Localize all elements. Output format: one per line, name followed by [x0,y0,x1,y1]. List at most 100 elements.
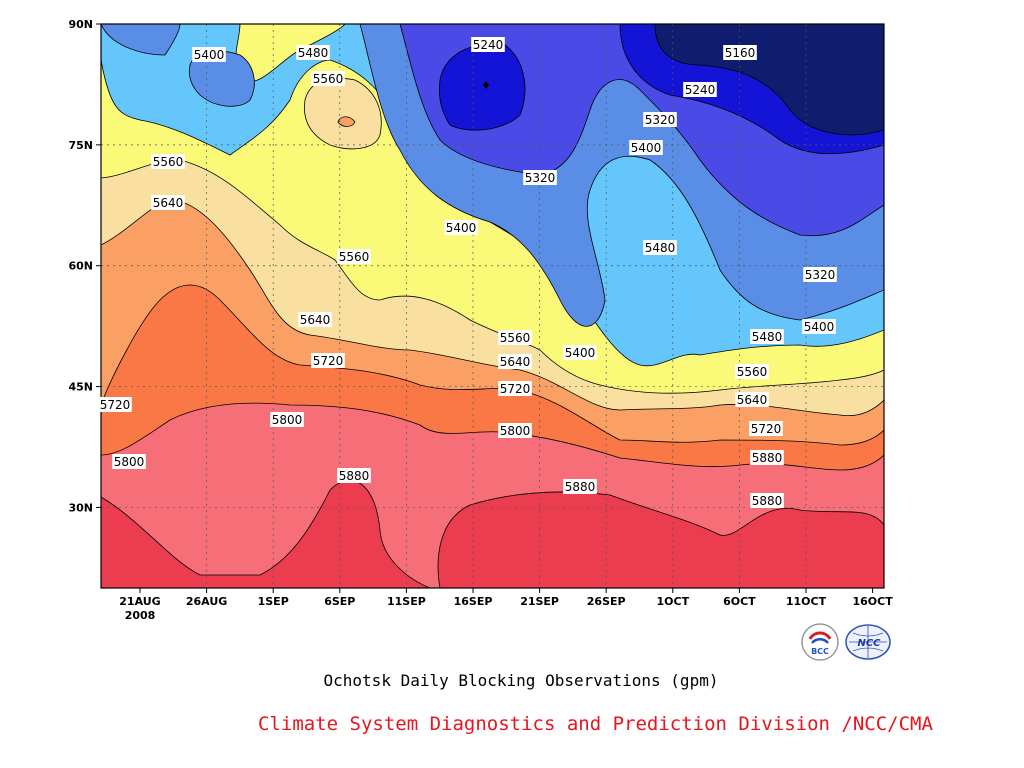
contour-label: 5560 [339,250,370,264]
x-year-label: 2008 [125,609,156,622]
contour-label-bg [498,381,532,396]
contour-label-bg [296,45,330,60]
grid-lines [101,24,884,588]
x-tick-label: 16SEP [454,595,493,608]
x-tick-label: 21AUG [119,595,160,608]
contour-label-bg [723,45,757,60]
contour-label: 5480 [752,330,783,344]
x-tick-label: 1SEP [258,595,289,608]
contour-label: 5400 [804,320,835,334]
band-below-5160 [654,24,884,136]
contour-label-bg [643,240,677,255]
chart-title: Ochotsk Daily Blocking Observations (gpm… [323,671,719,690]
contour-label-bg [112,454,146,469]
x-tick-label: 11SEP [387,595,426,608]
contour-label-bg [98,397,132,412]
contour-label: 5800 [272,413,303,427]
y-axis: 30N 45N 60N 75N 90N [68,18,101,514]
contour-label-bg [802,319,836,334]
contour-label: 5480 [645,241,676,255]
bcc-logo-text: BCC [811,647,829,656]
band-5400-5480-north-patch [235,24,346,83]
contour-label: 5400 [631,141,662,155]
contour-label-bg [298,312,332,327]
contour-label-bg [735,392,769,407]
contour-label: 5320 [645,113,676,127]
contour-label: 5560 [313,72,344,86]
contour-label: 5320 [805,268,836,282]
contour-label: 5400 [565,346,596,360]
contour-label: 5400 [446,221,477,235]
contour-label: 5320 [525,171,556,185]
x-tick-label: 16OCT [852,595,893,608]
filled-contours [101,24,884,588]
contour-label-bg [151,154,185,169]
contour-label: 5800 [114,455,145,469]
y-tick-label: 45N [68,381,93,394]
contour-label-bg [337,468,371,483]
contour-label-bg [750,329,784,344]
contour-label-bg [311,353,345,368]
contour-label-bg [151,195,185,210]
contour-label-bg [444,220,478,235]
contour-label-bg [192,47,226,62]
y-tick-label: 75N [68,139,93,152]
contour-label: 5880 [752,494,783,508]
contour-label-bg [498,330,532,345]
contour-label-bg [643,112,677,127]
bcc-logo: BCC [800,622,840,662]
contour-label-bg [749,421,783,436]
contour-labels: 5400 5480 5240 5160 5560 5240 5320 5400 5560 5320… [98,37,837,508]
x-tick-label: 26AUG [186,595,227,608]
contour-label: 5400 [194,48,225,62]
contour-label-bg [683,82,717,97]
credit-line: Climate System Diagnostics and Predictio… [258,713,933,735]
contour-label: 5560 [500,331,531,345]
band-5640-small-patch [337,116,356,127]
contour-label: 5560 [153,155,184,169]
contour-label-bg [270,412,304,427]
x-tick-label: 6OCT [723,595,756,608]
contour-label: 5240 [473,38,504,52]
contour-label: 5640 [153,196,184,210]
y-tick-label: 60N [68,260,93,273]
contour-label: 5720 [313,354,344,368]
contour-label: 5640 [500,355,531,369]
plot-frame [100,23,885,589]
contour-label: 5720 [751,422,782,436]
contour-label-bg [629,140,663,155]
contour-label-bg [563,345,597,360]
contour-label: 5880 [339,469,370,483]
contour-label-bg [803,267,837,282]
contour-label-bg [735,364,769,379]
contour-label-bg [311,71,345,86]
y-tick-label: 30N [68,501,93,514]
contour-label: 5640 [737,393,768,407]
x-tick-label: 1OCT [657,595,690,608]
x-tick-label: 11OCT [786,595,827,608]
contour-label-bg [563,479,597,494]
contour-label-bg [750,450,784,465]
x-axis: 21AUG 26AUG 1SEP 6SEP 11SEP 16SEP 21SEP 26SEP 1O… [119,588,893,608]
contour-label-bg [498,354,532,369]
contour-label: 5480 [298,46,329,60]
contour-label: 5720 [100,398,131,412]
y-tick-label: 90N [68,18,93,31]
ncc-logo: NCC [843,622,893,662]
x-tick-label: 21SEP [520,595,559,608]
contour-label-bg [498,423,532,438]
contour-label-bg [337,249,371,264]
contour-label-bg [750,493,784,508]
contour-label: 5240 [685,83,716,97]
contour-label-bg [471,37,505,52]
contour-label-bg [523,170,557,185]
contour-label: 5880 [565,480,596,494]
contour-label: 5560 [737,365,768,379]
contour-label: 5720 [500,382,531,396]
contour-label: 5640 [300,313,331,327]
x-tick-label: 26SEP [587,595,626,608]
x-tick-label: 6SEP [324,595,355,608]
low-center-marker [483,81,489,89]
ncc-logo-text: NCC [857,638,881,649]
contour-label: 5800 [500,424,531,438]
